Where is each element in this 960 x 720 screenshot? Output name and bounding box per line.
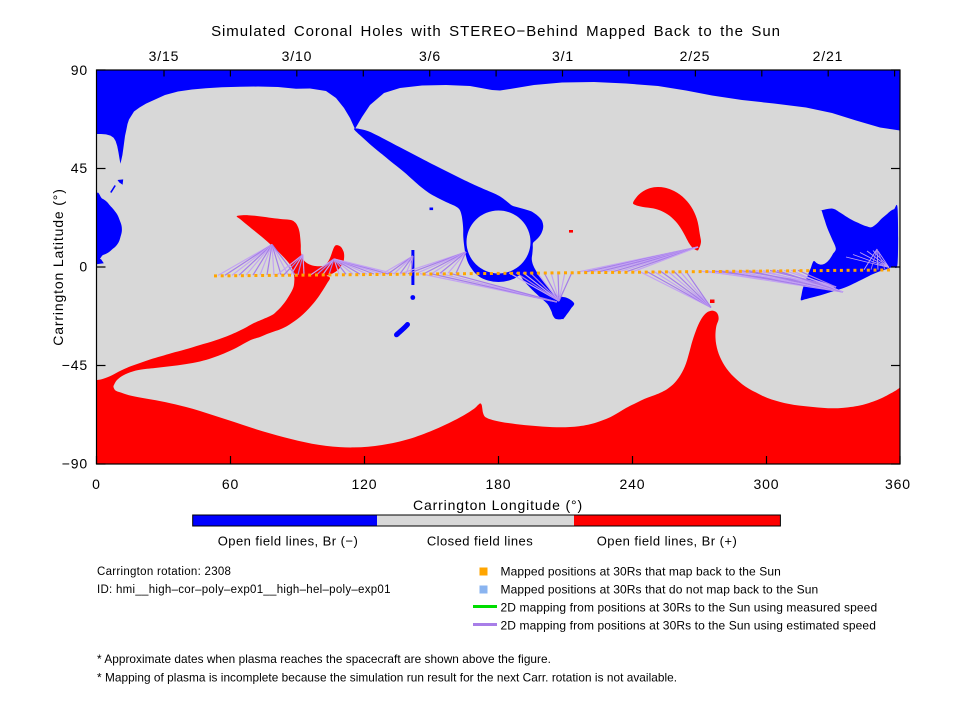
svg-text:2/25: 2/25 <box>680 48 711 64</box>
svg-text:2D mapping from positions at 3: 2D mapping from positions at 30Rs to the… <box>501 619 876 633</box>
svg-text:Mapped positions at 30Rs that: Mapped positions at 30Rs that do not map… <box>501 583 819 597</box>
svg-text:0: 0 <box>92 476 101 492</box>
svg-text:180: 180 <box>486 476 512 492</box>
svg-text:3/1: 3/1 <box>552 48 574 64</box>
svg-text:* Approximate dates when plasm: * Approximate dates when plasma reaches … <box>97 652 551 666</box>
svg-text:Simulated Coronal Holes with S: Simulated Coronal Holes with STEREO−Behi… <box>211 23 781 40</box>
svg-text:45: 45 <box>71 160 88 176</box>
svg-text:Carrington Longitude (°): Carrington Longitude (°) <box>413 497 583 513</box>
svg-text:2D mapping from positions at 3: 2D mapping from positions at 30Rs to the… <box>501 601 878 615</box>
svg-text:* Mapping of plasma is incompl: * Mapping of plasma is incomplete becaus… <box>97 671 677 685</box>
svg-text:0: 0 <box>79 259 88 275</box>
svg-text:3/6: 3/6 <box>419 48 441 64</box>
svg-text:3/10: 3/10 <box>282 48 313 64</box>
svg-text:300: 300 <box>754 476 780 492</box>
svg-text:3/15: 3/15 <box>149 48 180 64</box>
svg-text:Open field lines, Br (+): Open field lines, Br (+) <box>597 534 738 549</box>
svg-text:−90: −90 <box>62 456 88 472</box>
svg-text:Carrington Latitude (°): Carrington Latitude (°) <box>50 188 66 345</box>
svg-text:Open field lines, Br (−): Open field lines, Br (−) <box>218 534 359 549</box>
svg-text:Mapped positions at 30Rs that: Mapped positions at 30Rs that map back t… <box>501 565 781 579</box>
svg-text:2/21: 2/21 <box>813 48 844 64</box>
svg-text:120: 120 <box>352 476 378 492</box>
svg-text:90: 90 <box>71 62 88 78</box>
svg-text:360: 360 <box>885 476 911 492</box>
svg-text:Closed field lines: Closed field lines <box>427 534 533 549</box>
svg-text:−45: −45 <box>62 357 88 373</box>
svg-text:240: 240 <box>620 476 646 492</box>
svg-text:60: 60 <box>222 476 239 492</box>
svg-text:Carrington rotation: 2308: Carrington rotation: 2308 <box>97 566 231 578</box>
svg-text:ID: hmi__high–cor–poly–exp01__: ID: hmi__high–cor–poly–exp01__high–hel–p… <box>97 584 391 596</box>
